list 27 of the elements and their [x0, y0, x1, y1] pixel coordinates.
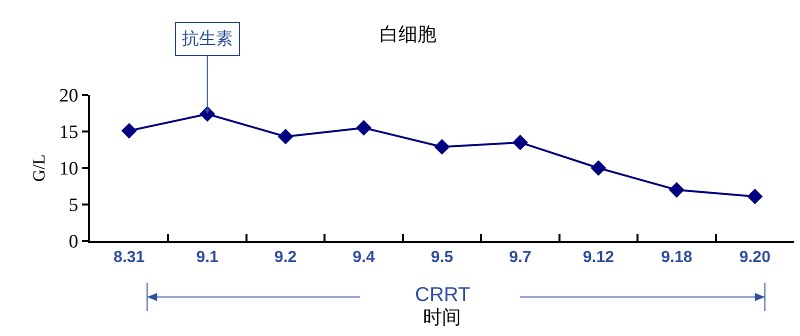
point: [668, 182, 684, 198]
y-axis-title: G/L: [29, 154, 48, 182]
point: [512, 134, 528, 150]
point: [434, 139, 450, 155]
x-tick-label: 9.7: [509, 249, 532, 266]
x-tick-label: 9.2: [274, 249, 297, 266]
point: [121, 122, 137, 139]
chart-title: 白细胞: [380, 23, 436, 46]
y-tick-label: 10: [59, 158, 78, 180]
y-tick-label: 5: [68, 195, 78, 216]
x-tick-label: 9.12: [582, 249, 614, 266]
point: [590, 160, 606, 176]
annotation: 抗生素: [182, 29, 233, 49]
x-tick-label: 9.5: [430, 249, 454, 266]
point: [278, 128, 294, 144]
x-tick-label: 9.1: [196, 249, 219, 266]
x-tick-label: 9.18: [661, 249, 692, 266]
x-axis-title: 时间: [423, 306, 461, 328]
point: [747, 188, 763, 204]
x-tick-label: 9.20: [739, 249, 771, 266]
y-tick-label: 15: [59, 122, 78, 144]
y-tick-label: 0: [68, 232, 78, 253]
text: CRRT: [415, 284, 470, 306]
x-tick-label: 9.4: [352, 249, 375, 266]
point: [356, 120, 372, 136]
x-tick-label: 8.31: [114, 249, 145, 266]
y-tick-label: 20: [59, 86, 78, 107]
